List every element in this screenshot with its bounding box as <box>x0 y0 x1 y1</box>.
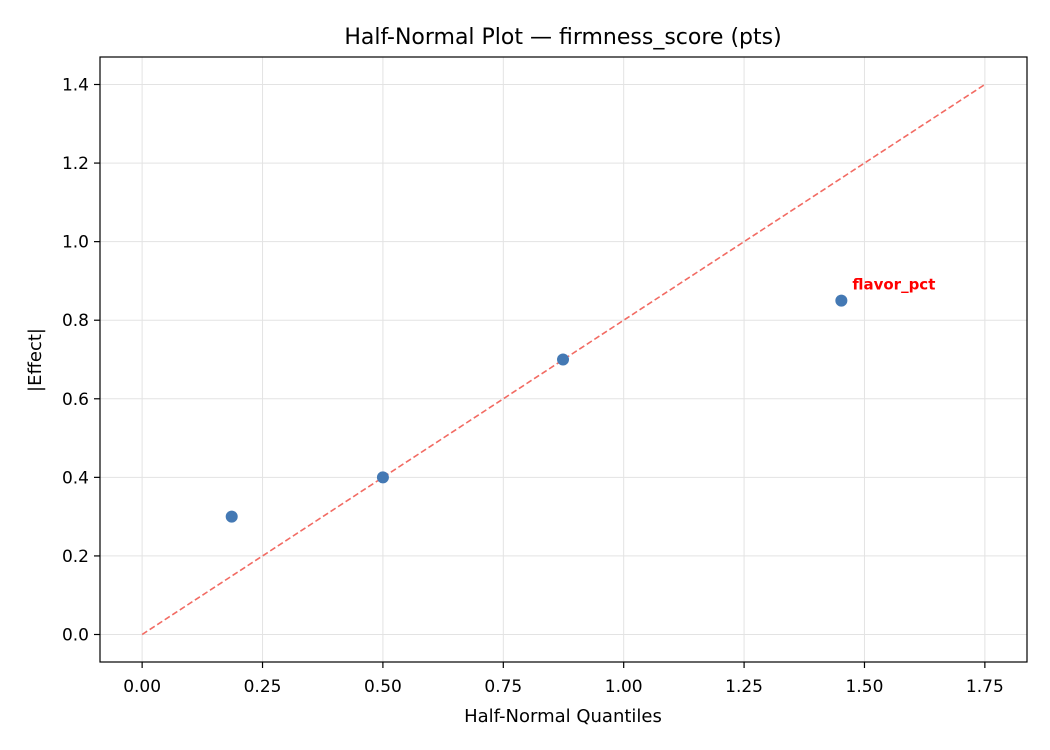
x-axis-ticks: 0.00 0.25 0.50 0.75 1.00 1.25 1.50 1.75 <box>123 662 1004 697</box>
reference-line <box>141 83 986 636</box>
x-tick-label-3: 0.75 <box>484 677 522 697</box>
y-tick-label-1: 0.2 <box>62 547 89 567</box>
y-tick-label-4: 0.8 <box>62 311 89 331</box>
x-tick-label-7: 1.75 <box>966 677 1004 697</box>
reference-line-group <box>141 83 986 636</box>
y-tick-label-0: 0.0 <box>62 626 89 646</box>
data-point-3 <box>835 294 848 307</box>
plot-frame <box>99 56 1028 663</box>
x-tick-label-5: 1.25 <box>725 677 763 697</box>
chart-title: Half-Normal Plot — firmness_score (pts) <box>344 25 781 50</box>
x-axis-label: Half-Normal Quantiles <box>464 706 662 727</box>
data-point-0 <box>225 510 238 523</box>
x-tick-label-1: 0.25 <box>244 677 282 697</box>
data-point-2 <box>557 353 570 366</box>
y-tick-label-2: 0.4 <box>62 468 89 488</box>
x-tick-label-2: 0.50 <box>364 677 402 697</box>
annotation-label-0: flavor_pct <box>852 276 935 294</box>
data-point-1 <box>376 471 389 484</box>
y-tick-label-7: 1.4 <box>62 76 89 96</box>
y-axis-label: |Effect| <box>25 328 46 392</box>
y-tick-label-6: 1.2 <box>62 154 89 174</box>
y-tick-label-5: 1.0 <box>62 233 89 253</box>
y-tick-label-3: 0.6 <box>62 390 89 410</box>
y-axis-ticks: 0.0 0.2 0.4 0.6 0.8 1.0 1.2 1.4 <box>62 76 100 646</box>
data-points <box>225 294 848 523</box>
x-tick-label-4: 1.00 <box>605 677 643 697</box>
x-tick-label-0: 0.00 <box>123 677 161 697</box>
annotations: flavor_pct <box>852 276 935 294</box>
grid <box>100 57 1027 662</box>
x-tick-label-6: 1.50 <box>846 677 884 697</box>
